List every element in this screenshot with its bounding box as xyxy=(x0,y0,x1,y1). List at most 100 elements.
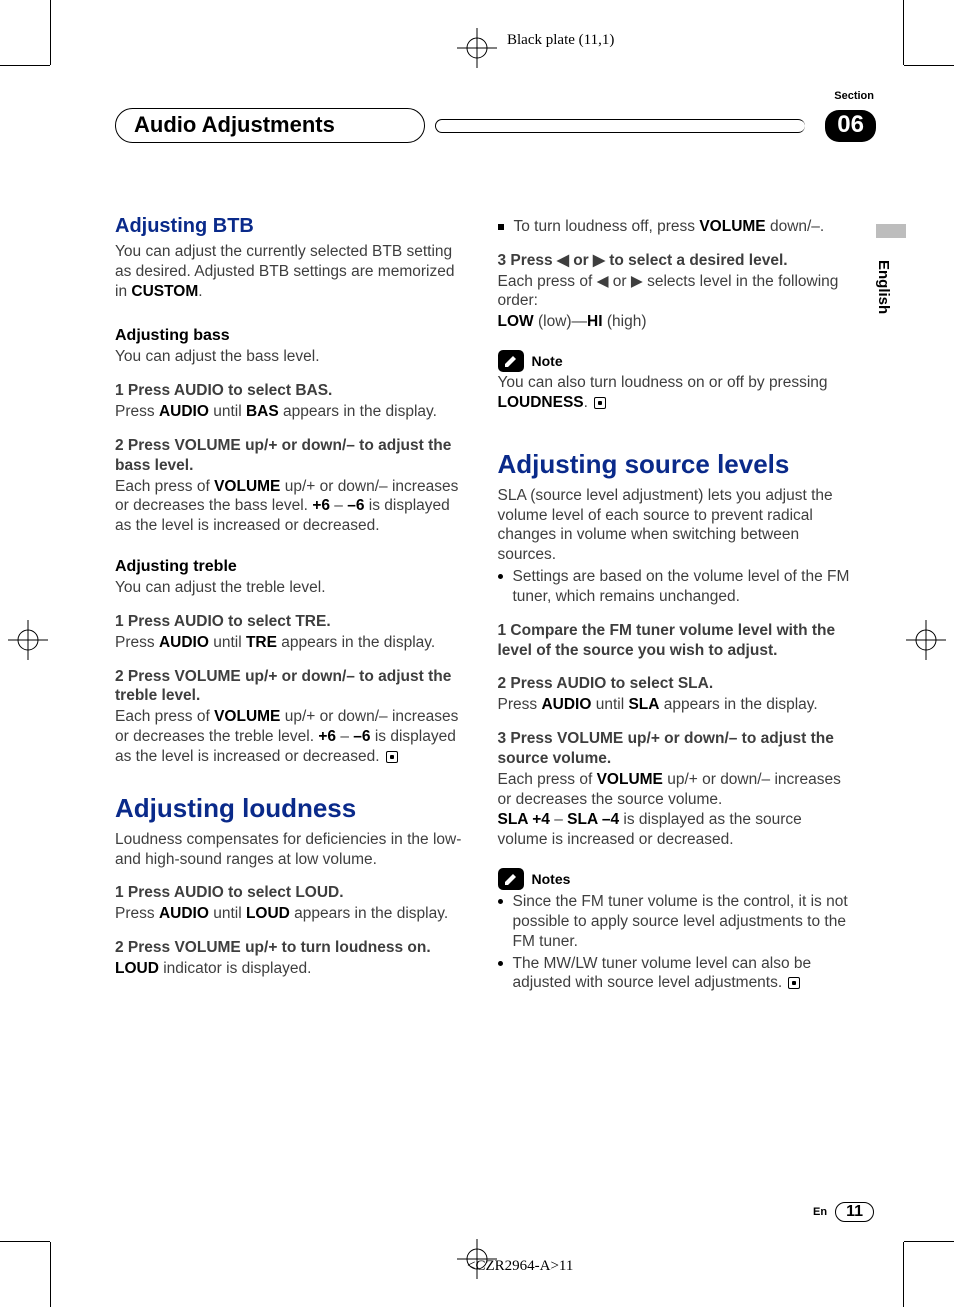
heading-adjusting-treble: Adjusting treble xyxy=(115,558,468,576)
bullet-item: The MW/LW tuner volume level can also be… xyxy=(498,954,851,994)
text-bold: SLA –4 xyxy=(567,811,619,828)
text: . xyxy=(198,283,202,300)
header-connector xyxy=(445,119,805,133)
language-tab-bar xyxy=(876,224,906,238)
text-bold: BAS xyxy=(246,403,279,420)
crop-mark xyxy=(903,0,904,65)
page: Black plate (11,1) Section Audio Adjustm… xyxy=(0,0,954,1307)
text: To turn loudness off, press xyxy=(514,218,700,235)
text: until xyxy=(209,403,246,420)
right-column: To turn loudness off, press VOLUME down/… xyxy=(498,215,851,993)
text: Each press of xyxy=(115,478,214,495)
treble-intro: You can adjust the treble level. xyxy=(115,578,468,598)
language-tab: English xyxy=(875,260,892,314)
crop-mark xyxy=(0,1241,50,1242)
text: – xyxy=(336,728,353,745)
bullet-dot-icon xyxy=(498,899,503,904)
note-header: Note xyxy=(498,350,851,372)
step: 2 Press VOLUME up/+ or down/– to adjust … xyxy=(115,667,468,707)
step: 2 Press AUDIO to select SLA. xyxy=(498,674,851,694)
text-bold: +6 xyxy=(312,497,330,514)
btb-body: You can adjust the currently selected BT… xyxy=(115,242,468,301)
bullet-item: Since the FM tuner volume is the control… xyxy=(498,892,851,951)
crop-mark xyxy=(904,65,954,66)
registration-mark-icon xyxy=(457,28,497,68)
text: appears in the display. xyxy=(279,403,437,420)
note-label: Note xyxy=(532,353,563,369)
footer-page-number: 11 xyxy=(835,1202,874,1222)
step: 1 Compare the FM tuner volume level with… xyxy=(498,621,851,661)
text: Press xyxy=(498,696,542,713)
text-bold: –6 xyxy=(347,497,364,514)
text-bold: VOLUME xyxy=(699,218,765,235)
step: 1 Press AUDIO to select TRE. xyxy=(115,612,468,632)
text: (high) xyxy=(603,313,647,330)
text: (low)— xyxy=(534,313,587,330)
bullet-dot-icon xyxy=(498,961,503,966)
note-body: You can also turn loudness on or off by … xyxy=(498,373,851,413)
registration-mark-icon xyxy=(8,620,48,660)
document-id: <CZR2964-A>11 xyxy=(467,1258,573,1275)
content: Adjusting BTB You can adjust the current… xyxy=(115,215,850,993)
text: until xyxy=(591,696,628,713)
heading-adjusting-loudness: Adjusting loudness xyxy=(115,793,468,824)
bullet-item: Settings are based on the volume level o… xyxy=(498,567,851,607)
text: . xyxy=(584,394,593,411)
crop-mark xyxy=(903,1242,904,1307)
notes-header: Notes xyxy=(498,868,851,890)
sla-intro: SLA (source level adjustment) lets you a… xyxy=(498,486,851,565)
text-bold: AUDIO xyxy=(159,634,209,651)
text-bold: HI xyxy=(587,313,603,330)
text-bold: +6 xyxy=(318,728,336,745)
note-pencil-icon xyxy=(498,350,524,372)
step: 2 Press VOLUME up/+ to turn loudness on. xyxy=(115,938,468,958)
crop-mark xyxy=(0,65,50,66)
bass-intro: You can adjust the bass level. xyxy=(115,347,468,367)
text: – xyxy=(550,811,567,828)
left-column: Adjusting BTB You can adjust the current… xyxy=(115,215,468,993)
step: 1 Press AUDIO to select LOUD. xyxy=(115,883,468,903)
end-mark-icon xyxy=(788,977,800,989)
plate-label: Black plate (11,1) xyxy=(507,32,614,49)
bullet-text: To turn loudness off, press VOLUME down/… xyxy=(514,217,825,237)
step-body: LOW (low)—HI (high) xyxy=(498,312,851,332)
text: Press xyxy=(115,905,159,922)
step-body: Each press of VOLUME up/+ or down/– incr… xyxy=(115,477,468,536)
end-mark-icon xyxy=(386,751,398,763)
step-body: Press AUDIO until SLA appears in the dis… xyxy=(498,695,851,715)
step-body: Press AUDIO until LOUD appears in the di… xyxy=(115,904,468,924)
bullet-dot-icon xyxy=(498,574,503,579)
bullet-text: Since the FM tuner volume is the control… xyxy=(513,892,851,951)
text: Each press of xyxy=(115,708,214,725)
text-bold: –6 xyxy=(353,728,370,745)
heading-adjusting-bass: Adjusting bass xyxy=(115,327,468,345)
text: appears in the display. xyxy=(277,634,435,651)
heading-adjusting-btb: Adjusting BTB xyxy=(115,215,468,238)
loud-intro: Loudness compensates for deficiencies in… xyxy=(115,830,468,870)
text-bold: LOW xyxy=(498,313,534,330)
registration-mark-icon xyxy=(906,620,946,660)
header: Audio Adjustments 06 xyxy=(115,108,876,143)
crop-mark xyxy=(50,0,51,65)
text-bold: VOLUME xyxy=(214,478,280,495)
text: Press xyxy=(115,403,159,420)
text-bold: SLA xyxy=(628,696,659,713)
text-bold: LOUD xyxy=(115,960,159,977)
text-bold: CUSTOM xyxy=(131,283,198,300)
note-pencil-icon xyxy=(498,868,524,890)
section-number: 06 xyxy=(825,110,876,142)
text: appears in the display. xyxy=(659,696,817,713)
text: – xyxy=(330,497,347,514)
step-body: Each press of ◀ or ▶ selects level in th… xyxy=(498,272,851,312)
text: Press xyxy=(115,634,159,651)
text: You can also turn loudness on or off by … xyxy=(498,374,828,391)
step-body: Each press of VOLUME up/+ or down/– incr… xyxy=(498,770,851,810)
step: 3 Press VOLUME up/+ or down/– to adjust … xyxy=(498,729,851,769)
crop-mark xyxy=(50,1242,51,1307)
bullet-text: The MW/LW tuner volume level can also be… xyxy=(513,954,851,994)
step-body: Press AUDIO until BAS appears in the dis… xyxy=(115,402,468,422)
bullet-square-icon xyxy=(498,224,504,230)
page-title: Audio Adjustments xyxy=(115,108,425,143)
text: The MW/LW tuner volume level can also be… xyxy=(513,955,812,992)
text: Each press of xyxy=(498,771,597,788)
